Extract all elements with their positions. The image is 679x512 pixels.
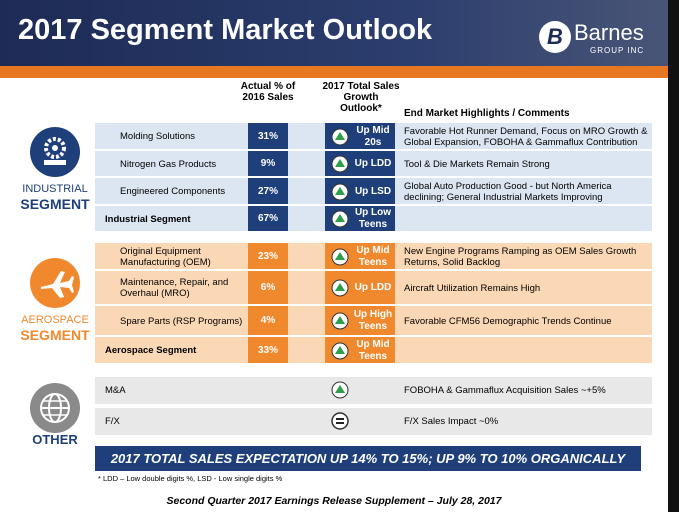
row-name: M&A (105, 385, 126, 396)
comment (404, 337, 650, 364)
footer: Second Quarter 2017 Earnings Release Sup… (166, 495, 502, 507)
sales-cell: 33% (248, 337, 288, 364)
row-name: Maintenance, Repair, and Overhaul (MRO) (120, 277, 229, 299)
accent-bar (0, 66, 679, 78)
segment-label: AEROSPACE (21, 314, 89, 326)
icon (331, 128, 349, 151)
outlook-cell: Up Mid Teens (356, 338, 390, 362)
edge (668, 0, 679, 512)
icon (331, 342, 349, 365)
segment-label: SEGMENT (20, 196, 90, 212)
sales-cell: 9% (248, 151, 288, 177)
logo-mark: B (539, 21, 571, 53)
row-name: Industrial Segment (105, 213, 191, 225)
title: 2017 Segment Market Outlook (18, 14, 433, 46)
segment-label: OTHER (32, 432, 78, 447)
comment: Aircraft Utilization Remains High (404, 282, 541, 294)
outlook-cell: Up Mid Teens (356, 244, 390, 268)
icon (331, 248, 349, 271)
icon (29, 257, 81, 314)
comment: Tool & Die Markets Remain Strong (404, 158, 550, 170)
outlook-cell: Up LSD (354, 185, 392, 197)
row-bg (95, 408, 652, 435)
outlook-cell: Up Mid 20s (356, 124, 390, 148)
icon (331, 279, 349, 302)
sales-cell: 23% (248, 243, 288, 270)
outlook-cell: Up LDD (354, 282, 392, 293)
outlook-cell: Up High Teens (353, 309, 393, 332)
outlook-cell: Up LDD (354, 158, 392, 169)
comment: FOBOHA & Gammaflux Acquisition Sales ~+5… (404, 385, 606, 396)
row-name: Aerospace Segment (105, 345, 197, 356)
row-bg (95, 377, 652, 404)
comment: Favorable Hot Runner Demand, Focus on MR… (404, 125, 648, 148)
row-name: Original Equipment Manufacturing (OEM) (120, 245, 211, 268)
comment (404, 206, 650, 232)
icon (331, 381, 349, 404)
row-name: Nitrogen Gas Products (120, 158, 217, 170)
icon (331, 183, 349, 206)
col-header: End Market Highlights / Comments (404, 108, 570, 119)
row-name: F/X (105, 416, 120, 427)
icon (331, 155, 349, 178)
sales-cell: 31% (248, 123, 288, 150)
icon (331, 210, 349, 233)
logo-sub: GROUP INC (590, 46, 645, 55)
row-name: Molding Solutions (120, 131, 195, 142)
sales-cell: 4% (248, 306, 288, 336)
icon (29, 126, 81, 183)
col-header: 2017 Total Sales Growth Outlook* (322, 81, 400, 114)
outlook-cell: Up Low Teens (354, 207, 392, 230)
icon (331, 412, 349, 435)
col-header: Actual % of 2016 Sales (240, 81, 296, 103)
sales-cell: 27% (248, 178, 288, 205)
total-banner: 2017 TOTAL SALES EXPECTATION UP 14% TO 1… (95, 446, 641, 471)
icon (331, 312, 349, 335)
comment: New Engine Programs Ramping as OEM Sales… (404, 245, 637, 268)
comment: Global Auto Production Good - but North … (404, 180, 612, 203)
sales-cell: 6% (248, 271, 288, 305)
logo: Barnes (574, 20, 644, 45)
svg-text:B: B (547, 24, 563, 49)
comment: F/X Sales Impact ~0% (404, 416, 499, 427)
icon (29, 382, 81, 439)
segment-label: SEGMENT (20, 327, 90, 343)
row-name: Spare Parts (RSP Programs) (120, 315, 243, 327)
sales-cell: 67% (248, 206, 288, 232)
row-name: Engineered Components (120, 186, 226, 197)
footnote: * LDD – Low double digits %, LSD - Low s… (98, 474, 283, 483)
comment: Favorable CFM56 Demographic Trends Conti… (404, 315, 612, 327)
segment-label: INDUSTRIAL (22, 183, 88, 195)
